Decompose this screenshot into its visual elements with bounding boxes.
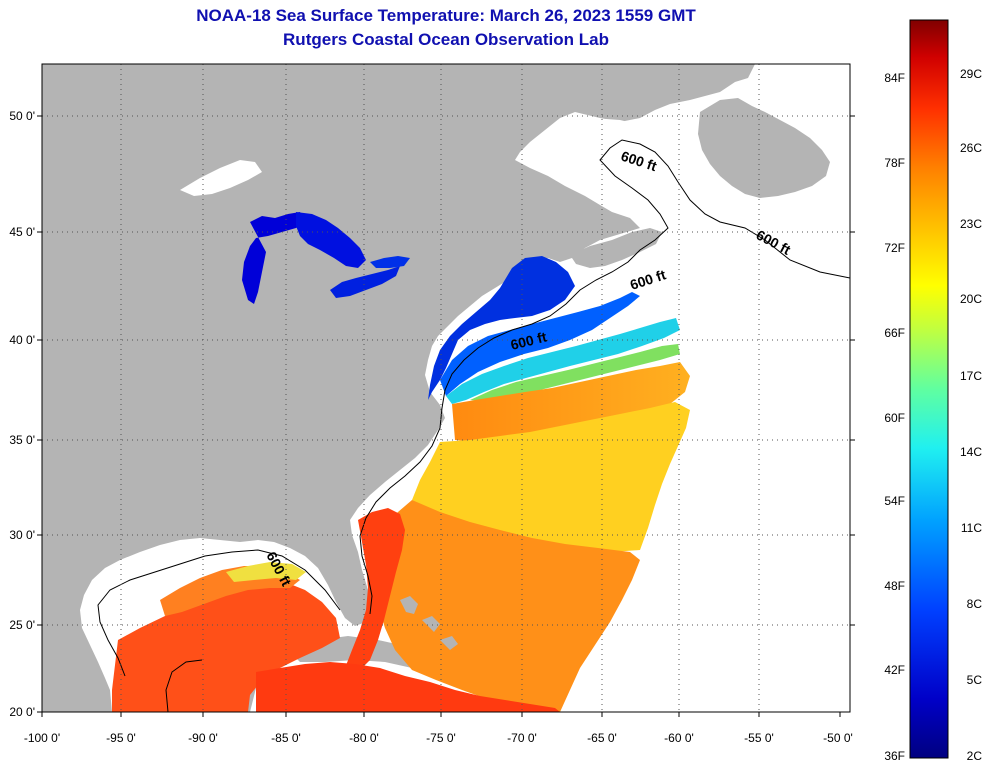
sst-subtropical-yellow [412,402,690,552]
colorbar-c-label: 11C [961,521,982,535]
map-subtitle: Rutgers Coastal Ocean Observation Lab [283,30,609,49]
colorbar: 84F 78F 72F 66F 60F 54F 48F 42F 36F 29C … [884,19,982,763]
graticule [42,64,850,712]
lake-ontario [370,256,410,268]
lake-superior [242,212,306,304]
lake-erie-ontario [330,266,400,298]
y-tick-label: 40 0' [9,333,35,347]
x-tick-label: -75 0' [426,731,456,745]
colorbar-f-label: 66F [884,326,905,340]
colorbar-f-label: 48F [884,579,905,593]
colorbar-f-label: 36F [884,749,905,763]
y-tick-label: 45 0' [9,225,35,239]
land-north-america [42,64,755,712]
map-title: NOAA-18 Sea Surface Temperature: March 2… [196,6,696,25]
sst-gulf-of-maine [428,256,575,400]
snow-cover [180,160,262,196]
colorbar-c-label: 20C [960,292,982,306]
y-tick-label: 50 0' [9,109,35,123]
colorbar-c-label: 26C [960,141,982,155]
sst-green-band [470,344,680,402]
isobath-caribbean [165,659,203,712]
x-tick-label: -60 0' [664,731,694,745]
isobath-contours [97,139,850,712]
colorbar-f-label: 78F [884,156,905,170]
sst-subtropical-orange [368,500,640,712]
colorbar-c-label: 8C [967,597,983,611]
x-tick-label: -55 0' [744,731,774,745]
y-tick-label: 20 0' [9,705,35,719]
sst-slope-cyan [446,318,680,404]
sst-florida-current [345,508,405,672]
colorbar-celsius-labels: 29C 26C 23C 20C 17C 14C 11C 8C 5C 2C [960,67,982,763]
x-tick-label: -70 0' [507,731,537,745]
land-newfoundland [698,98,830,198]
colorbar-f-label: 84F [884,71,905,85]
land-bahamas [400,596,458,650]
x-tick-label: -85 0' [271,731,301,745]
x-tick-label: -90 0' [188,731,218,745]
sst-gulf-of-mexico [112,580,340,712]
colorbar-c-label: 14C [960,445,982,459]
land-nova-scotia [570,228,662,268]
tick-marks [37,115,855,717]
ice-gulf-st-lawrence [540,118,712,236]
sst-gulf-stream [452,362,690,442]
colorbar-f-label: 54F [884,494,905,508]
x-axis-labels: -100 0' -95 0' -90 0' -85 0' -80 0' -75 … [24,731,853,745]
x-tick-label: -80 0' [349,731,379,745]
colorbar-c-label: 23C [960,217,982,231]
isobath-gulf [97,549,341,677]
lake-huron-michigan [296,212,366,268]
y-tick-label: 30 0' [9,528,35,542]
y-tick-label: 25 0' [9,618,35,632]
sst-gulf-yellow [226,562,306,582]
colorbar-f-label: 42F [884,663,905,677]
map-plot-area: 600 ft 600 ft 600 ft 600 ft 600 ft [42,64,850,712]
sst-shelf-blue [440,292,640,396]
colorbar-f-label: 72F [884,241,905,255]
colorbar-c-label: 5C [967,673,983,687]
x-tick-label: -50 0' [823,731,853,745]
x-tick-label: -95 0' [106,731,136,745]
colorbar-c-label: 2C [967,749,983,763]
colorbar-c-label: 17C [960,369,982,383]
colorbar-fahrenheit-labels: 84F 78F 72F 66F 60F 54F 48F 42F 36F [884,71,905,763]
colorbar-f-label: 60F [884,411,905,425]
colorbar-scale [909,19,949,759]
colorbar-c-label: 29C [960,67,982,81]
x-tick-label: -100 0' [24,731,60,745]
sst-caribbean [256,662,560,712]
y-axis-labels: 50 0' 45 0' 40 0' 35 0' 30 0' 25 0' 20 0… [9,109,35,719]
y-tick-label: 35 0' [9,433,35,447]
plot-border [41,63,851,713]
x-tick-label: -65 0' [587,731,617,745]
isobath-atlantic [359,139,850,615]
